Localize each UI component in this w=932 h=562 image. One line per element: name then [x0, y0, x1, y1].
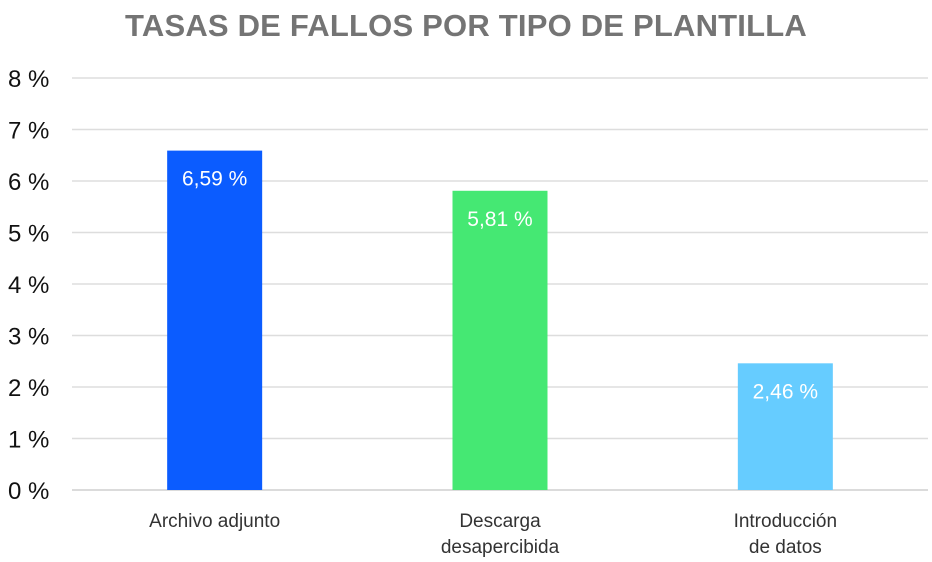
bar	[737, 363, 833, 490]
y-tick-label: 6 %	[8, 169, 49, 196]
x-tick-label: Introducción	[734, 511, 838, 532]
x-tick-label: Archivo adjunto	[149, 511, 280, 532]
x-tick-label: de datos	[749, 537, 822, 558]
y-tick-label: 0 %	[8, 478, 49, 505]
x-tick-label: desapercibida	[441, 537, 560, 558]
y-tick-label: 3 %	[8, 324, 49, 351]
y-tick-label: 2 %	[8, 375, 49, 402]
y-tick-label: 7 %	[8, 118, 49, 145]
x-tick-label: Descarga	[459, 511, 541, 532]
y-tick-label: 1 %	[8, 427, 49, 454]
y-tick-label: 5 %	[8, 221, 49, 248]
chart-title: TASAS DE FALLOS POR TIPO DE PLANTILLA	[125, 8, 807, 43]
data-label: 2,46 %	[753, 380, 818, 403]
y-tick-label: 4 %	[8, 272, 49, 299]
bar	[452, 190, 548, 490]
y-tick-label: 8 %	[8, 66, 49, 93]
data-label: 5,81 %	[467, 208, 532, 231]
data-label: 6,59 %	[182, 168, 247, 191]
bar	[167, 150, 263, 491]
